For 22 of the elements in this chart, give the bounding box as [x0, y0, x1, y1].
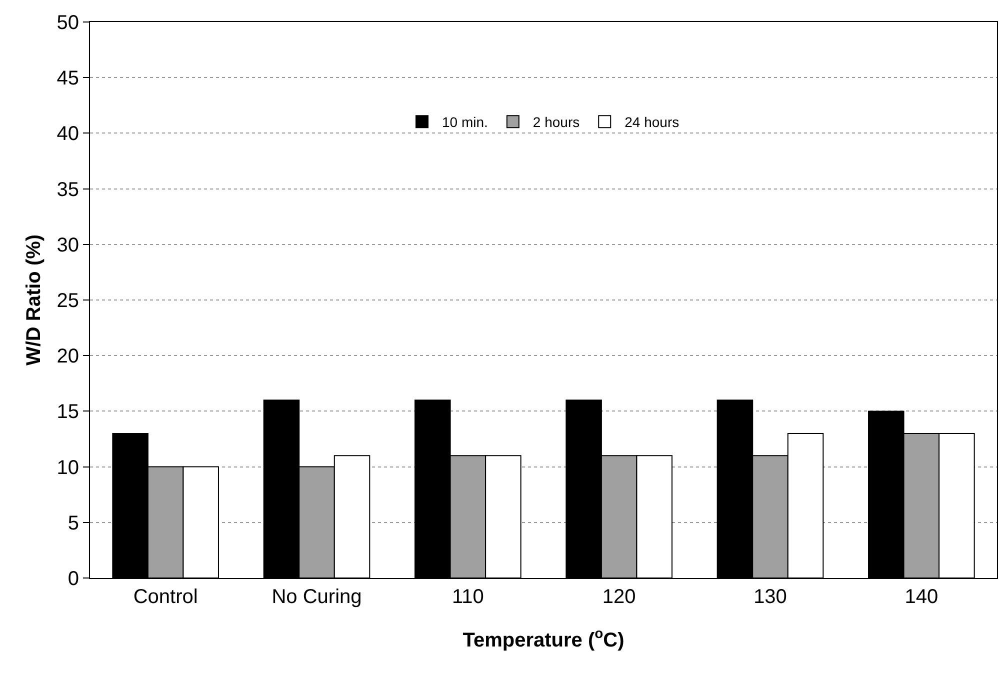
- x-tick-label: Control: [133, 586, 198, 608]
- legend-label: 2 hours: [532, 114, 580, 130]
- y-tick-label: 50: [56, 12, 79, 34]
- y-tick-label: 45: [56, 68, 79, 90]
- x-tick-label: 120: [602, 586, 636, 608]
- y-tick-label: 20: [56, 346, 79, 368]
- y-tick-label: 30: [56, 234, 79, 256]
- x-tick-label: 110: [452, 586, 484, 608]
- x-axis-title: Temperature ($^{o}$C): [462, 625, 624, 652]
- y-tick-label: 35: [56, 178, 79, 201]
- y-tick-label: 0: [68, 568, 79, 590]
- x-tick-label: 130: [754, 586, 787, 608]
- x-tick-label: 140: [904, 586, 938, 608]
- x-tick-label: No Curing: [272, 586, 362, 608]
- y-tick-label: 10: [56, 456, 79, 479]
- y-tick-label: 40: [56, 123, 79, 146]
- y-tick-label: 25: [56, 290, 79, 312]
- y-axis-title: W/D Ratio (%): [23, 234, 45, 366]
- y-tick-label: 5: [68, 512, 79, 534]
- legend-label: 10 min.: [442, 114, 488, 130]
- legend-label: 24 hours: [624, 114, 680, 130]
- y-tick-label: 15: [56, 401, 79, 424]
